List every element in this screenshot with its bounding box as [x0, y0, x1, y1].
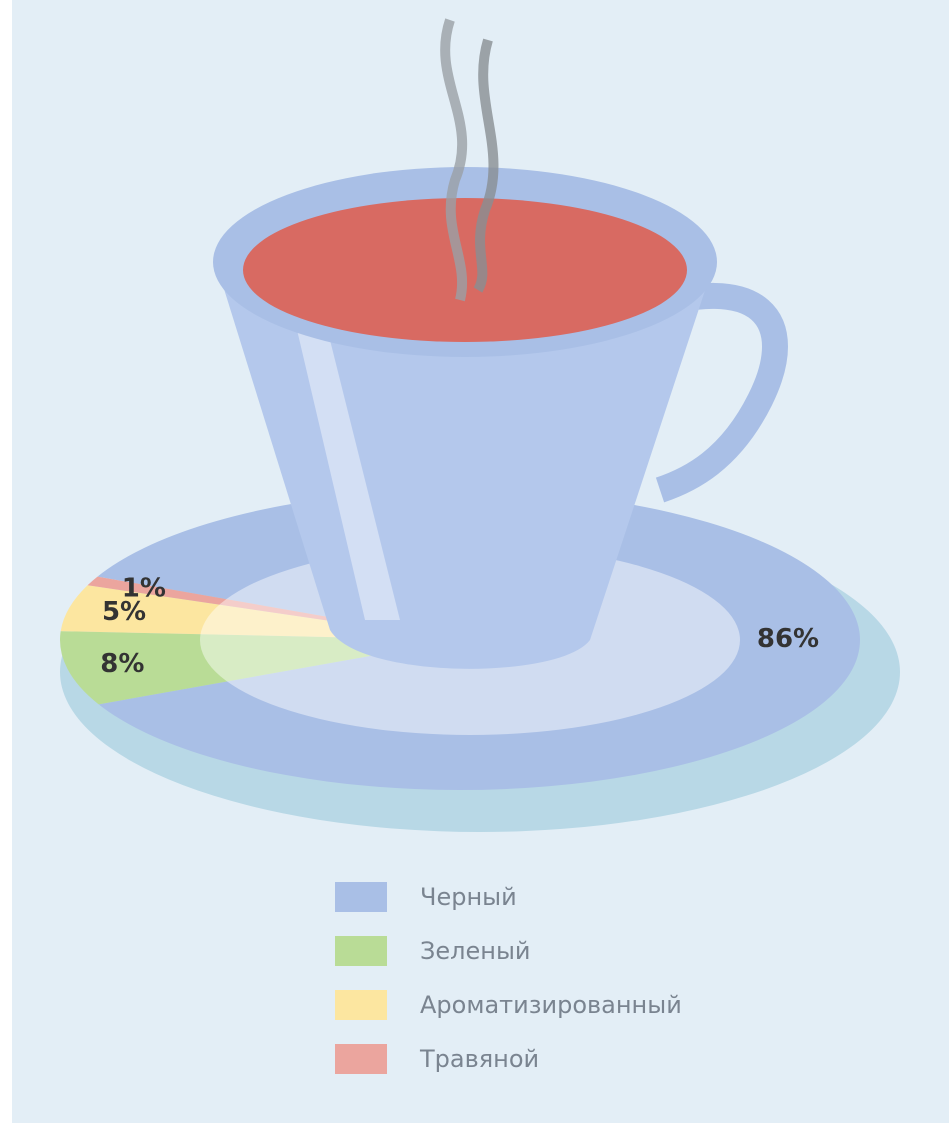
labels: 86% 8% 5%1%: [100, 574, 819, 679]
cup-body: [215, 260, 715, 669]
value-label: 1%: [122, 574, 166, 604]
legend-label: Ароматизированный: [420, 991, 682, 1019]
value-label: 86%: [757, 624, 819, 654]
legend: Черный Зеленый Ароматизированный Травяной: [335, 882, 682, 1074]
legend-swatch: [335, 882, 387, 912]
cup-handle: [635, 282, 788, 503]
steam: [440, 18, 468, 302]
cup-highlight: [290, 300, 400, 620]
legend-swatch: [335, 936, 387, 966]
steam: [473, 38, 499, 293]
legend-label: Зеленый: [420, 937, 531, 965]
value-label: 5%: [102, 597, 146, 627]
legend-label: Травяной: [419, 1045, 539, 1073]
legend-swatch: [335, 990, 387, 1020]
cup: [213, 18, 788, 669]
legend-swatch: [335, 1044, 387, 1074]
value-label: 8%: [100, 649, 144, 679]
legend-label: Черный: [420, 883, 517, 911]
